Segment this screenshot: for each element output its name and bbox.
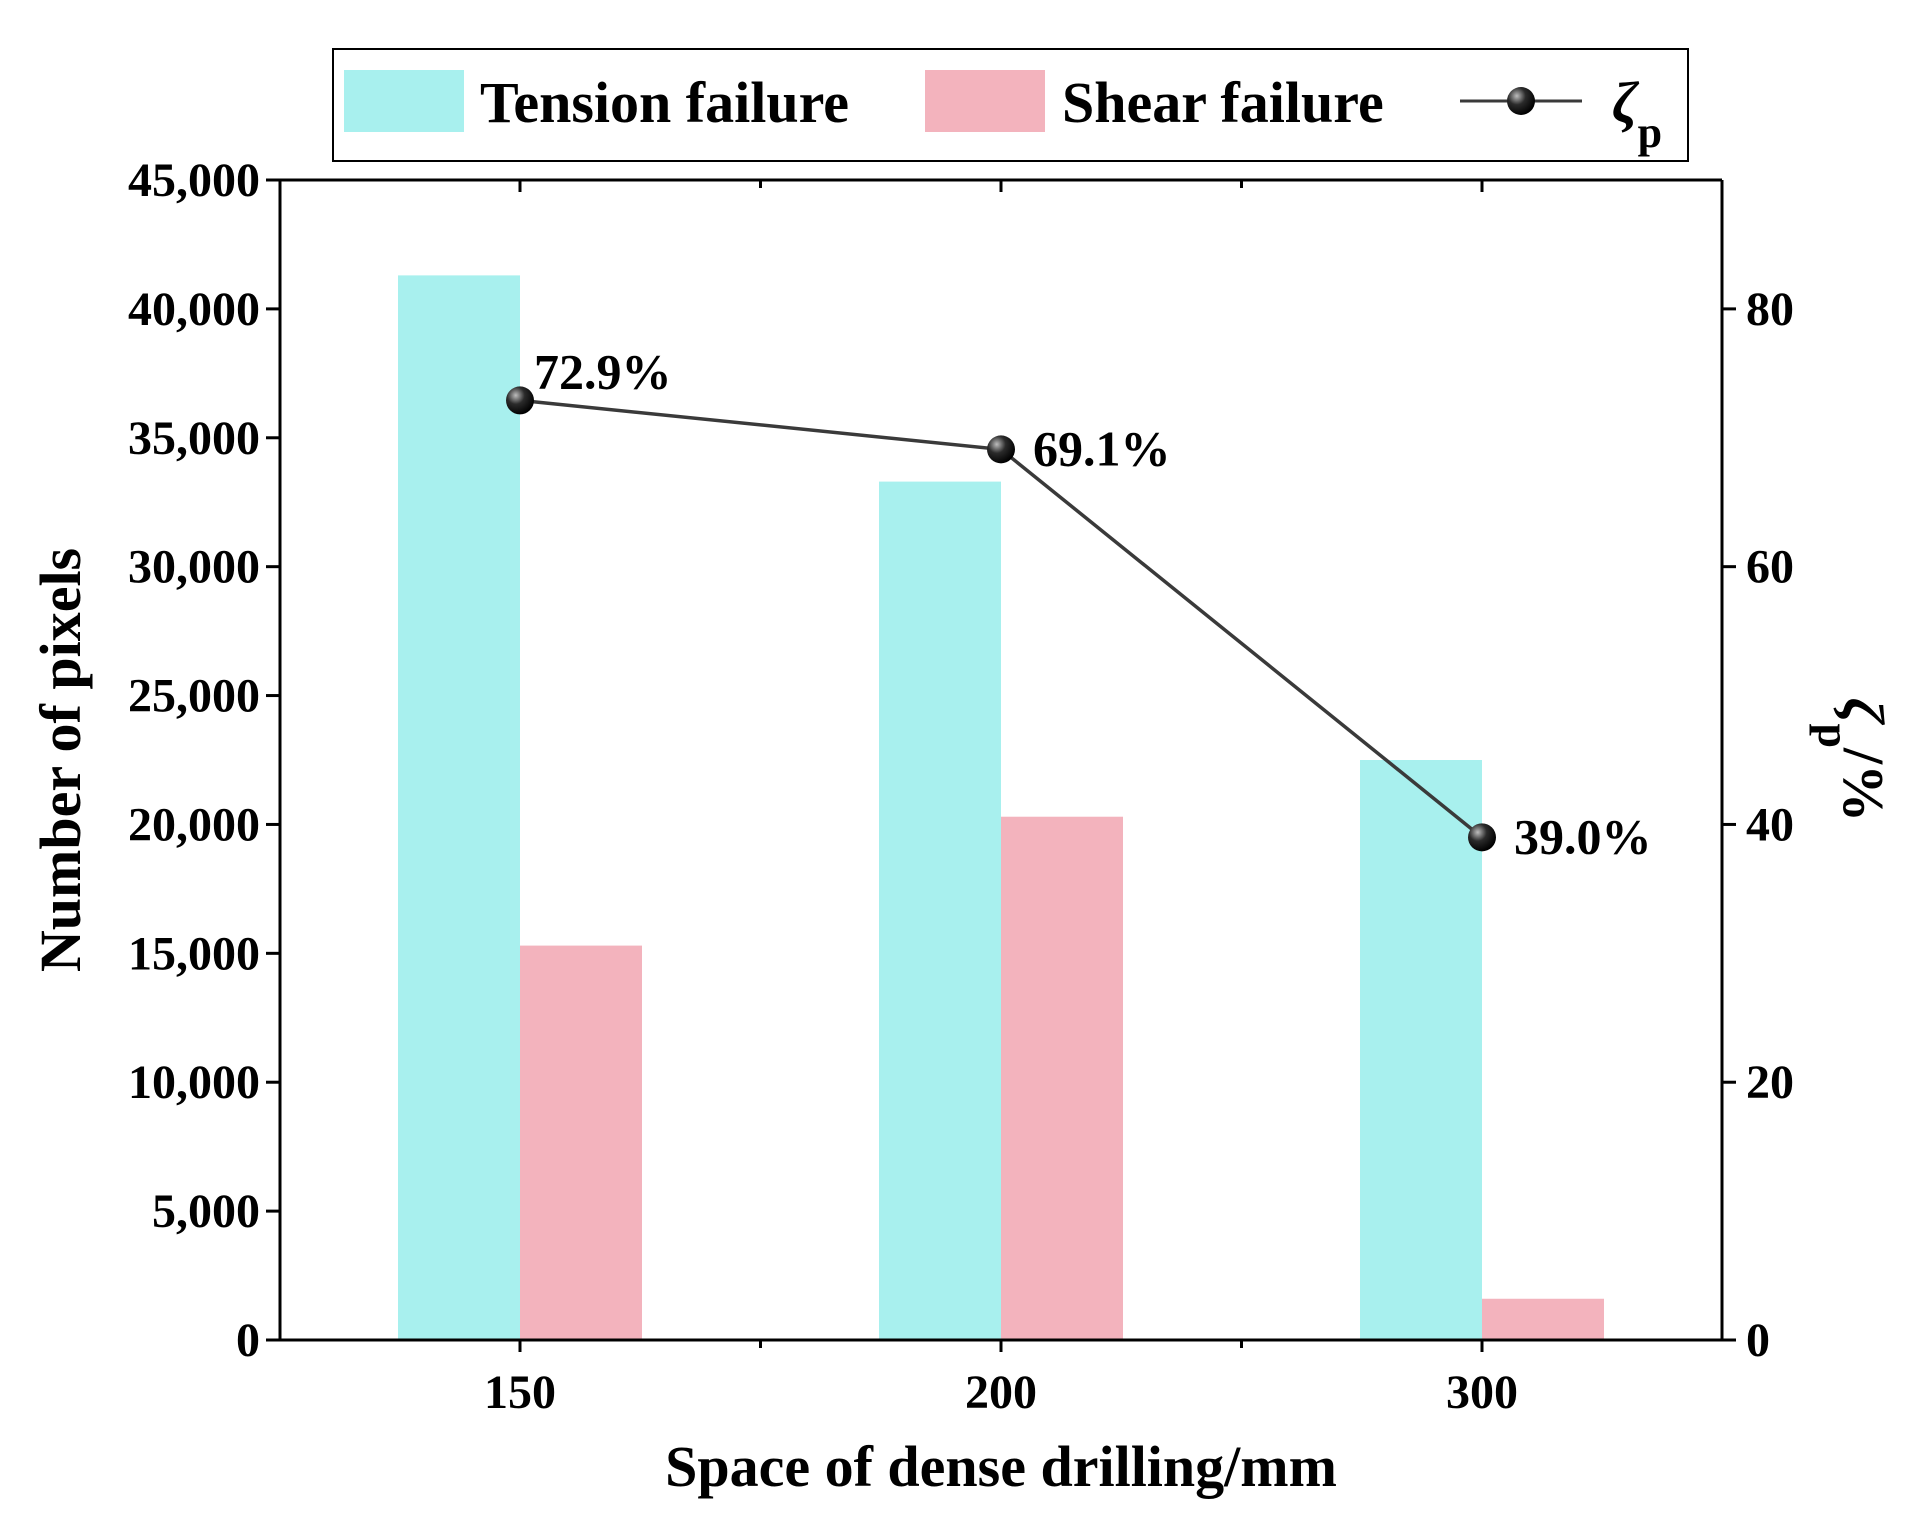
x-ticks: 150 200 300 <box>484 180 1518 1419</box>
zeta-label-200: 69.1% <box>1033 420 1171 476</box>
zeta-label-150: 72.9% <box>534 343 672 399</box>
y-tick-label: 45,000 <box>128 154 260 207</box>
zeta-label-300: 39.0% <box>1514 808 1652 864</box>
y2-tick-label: 0 <box>1746 1314 1770 1367</box>
y-tick-label: 10,000 <box>128 1056 260 1109</box>
bar-shear-150 <box>520 945 642 1340</box>
x-axis-title: Space of dense drilling/mm <box>665 1434 1337 1499</box>
bar-tension-150 <box>398 275 520 1340</box>
bar-tension-200 <box>879 481 1001 1341</box>
y2-tick-label: 60 <box>1746 541 1794 594</box>
legend-label-shear: Shear failure <box>1062 70 1384 135</box>
x-tick-label: 200 <box>965 1366 1037 1419</box>
y-tick-label: 0 <box>236 1314 260 1367</box>
legend-swatch-tension <box>344 70 464 132</box>
y2-axis-title: ζp/% <box>1810 698 1897 822</box>
bar-shear-300 <box>1482 1298 1604 1340</box>
bar-tension-300 <box>1360 760 1482 1340</box>
x-tick-label: 300 <box>1446 1366 1518 1419</box>
x-tick-label: 150 <box>484 1366 556 1419</box>
zeta-point-300 <box>1468 823 1496 852</box>
left-ticks: 0 5,000 10,000 15,000 20,000 25,000 30,000 35,0… <box>128 154 280 1367</box>
zeta-point-200 <box>987 435 1015 464</box>
zeta-point-150 <box>506 386 534 415</box>
legend-label-tension: Tension failure <box>480 70 849 135</box>
y-axis-title: Number of pixels <box>28 548 93 972</box>
y2-tick-label: 20 <box>1746 1056 1794 1109</box>
y-tick-label: 40,000 <box>128 283 260 336</box>
legend-swatch-shear <box>925 70 1045 132</box>
bar-shear-200 <box>1001 816 1123 1340</box>
legend: Tension failure Shear failure ζp <box>332 48 1689 162</box>
y-tick-label: 20,000 <box>128 798 260 851</box>
line-layer: 72.9% 69.1% 39.0% <box>506 343 1652 864</box>
y-tick-label: 25,000 <box>128 670 260 723</box>
y-tick-label: 35,000 <box>128 412 260 465</box>
y2-tick-label: 80 <box>1746 283 1794 336</box>
y-tick-label: 15,000 <box>128 927 260 980</box>
y-tick-label: 5,000 <box>152 1185 260 1238</box>
y2-tick-label: 40 <box>1746 798 1794 851</box>
right-ticks: 0 20 40 60 80 <box>1722 283 1794 1367</box>
y-tick-label: 30,000 <box>128 541 260 594</box>
legend-label-zeta: ζp <box>1612 70 1662 157</box>
bars-layer <box>398 275 1604 1341</box>
legend-marker-zeta <box>1507 87 1535 115</box>
